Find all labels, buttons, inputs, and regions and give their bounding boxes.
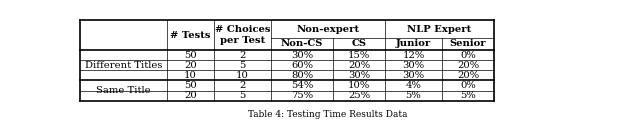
- Text: 15%: 15%: [348, 51, 370, 59]
- Text: # Choices
per Test: # Choices per Test: [214, 25, 270, 45]
- Text: Different Titles: Different Titles: [84, 61, 162, 70]
- Text: Junior: Junior: [396, 39, 431, 49]
- Text: Same Title: Same Title: [96, 86, 150, 95]
- Text: # Tests: # Tests: [170, 31, 211, 40]
- Text: 50: 50: [184, 51, 196, 59]
- Text: 5%: 5%: [406, 91, 421, 100]
- Text: 75%: 75%: [291, 91, 313, 100]
- Text: Table 4: Testing Time Results Data: Table 4: Testing Time Results Data: [248, 110, 408, 119]
- Text: 10%: 10%: [348, 81, 370, 90]
- Text: 30%: 30%: [403, 61, 424, 70]
- Text: 60%: 60%: [291, 61, 313, 70]
- Text: 4%: 4%: [406, 81, 422, 90]
- Text: 20: 20: [184, 91, 196, 100]
- Text: Non-expert: Non-expert: [296, 25, 360, 34]
- Text: 5: 5: [239, 61, 246, 70]
- Text: 0%: 0%: [460, 51, 476, 59]
- Text: 20%: 20%: [457, 61, 479, 70]
- Text: 30%: 30%: [348, 71, 370, 80]
- Text: 0%: 0%: [460, 81, 476, 90]
- Text: CS: CS: [351, 39, 367, 49]
- Text: 10: 10: [184, 71, 196, 80]
- Text: 10: 10: [236, 71, 249, 80]
- Text: 20%: 20%: [348, 61, 370, 70]
- Text: Senior: Senior: [450, 39, 486, 49]
- Text: NLP Expert: NLP Expert: [408, 25, 472, 34]
- Text: 20: 20: [184, 61, 196, 70]
- Text: 30%: 30%: [291, 51, 313, 59]
- Text: 54%: 54%: [291, 81, 313, 90]
- Text: 20%: 20%: [457, 71, 479, 80]
- Text: 30%: 30%: [403, 71, 424, 80]
- Text: 50: 50: [184, 81, 196, 90]
- Text: 12%: 12%: [403, 51, 425, 59]
- Text: 2: 2: [239, 81, 246, 90]
- Text: 80%: 80%: [291, 71, 313, 80]
- Text: Non-CS: Non-CS: [281, 39, 323, 49]
- Text: 2: 2: [239, 51, 246, 59]
- Text: 25%: 25%: [348, 91, 370, 100]
- Text: 5%: 5%: [460, 91, 476, 100]
- Text: 5: 5: [239, 91, 246, 100]
